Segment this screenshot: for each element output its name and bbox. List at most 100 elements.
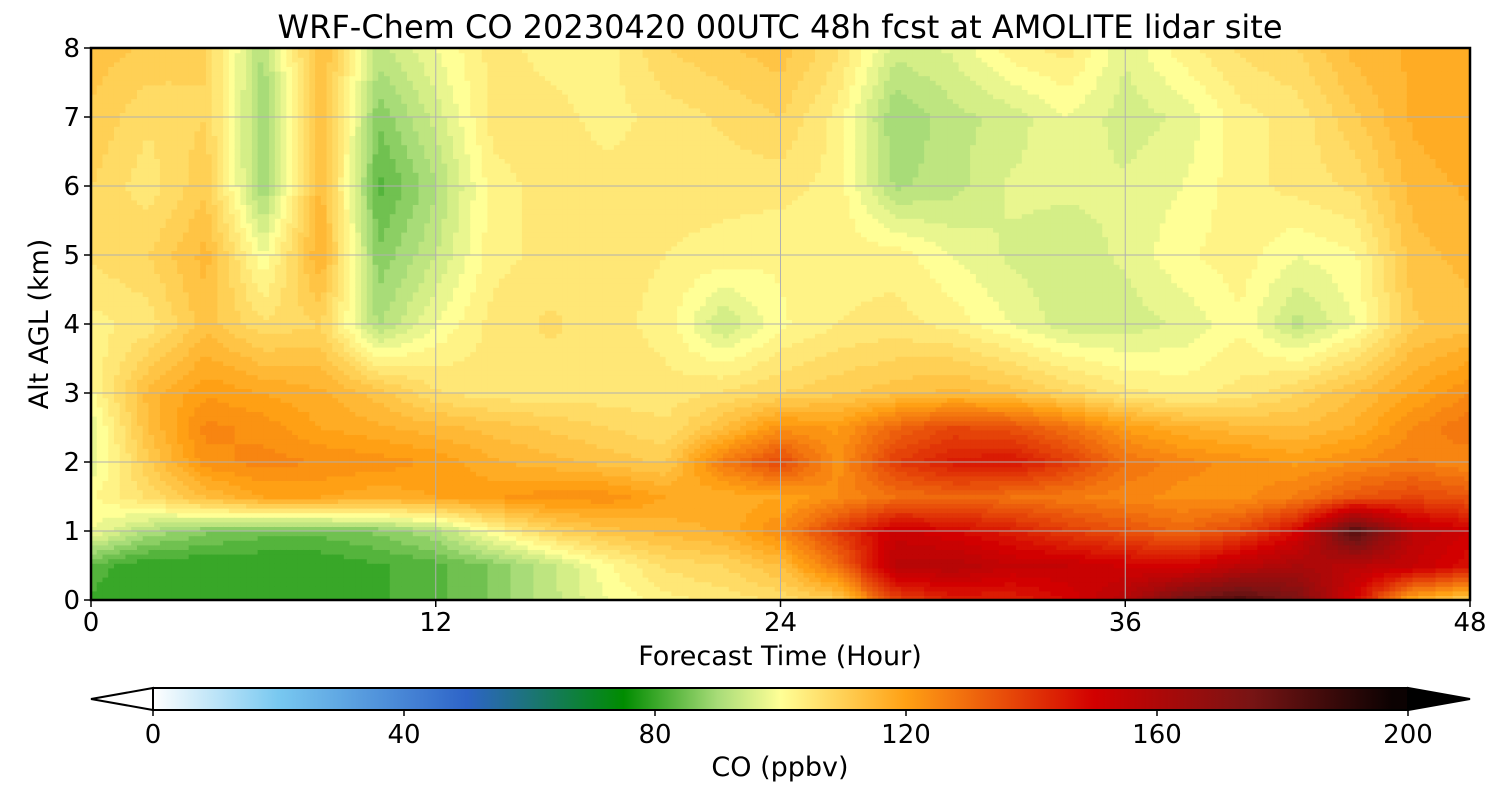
heatmap-cell: [114, 66, 120, 71]
heatmap-cell: [131, 209, 137, 214]
heatmap-cell: [143, 94, 149, 99]
heatmap-cell: [258, 264, 264, 269]
heatmap-cell: [171, 402, 177, 407]
heatmap-cell: [125, 177, 131, 182]
heatmap-cell: [286, 195, 292, 200]
heatmap-cell: [275, 108, 281, 113]
heatmap-cell: [292, 439, 298, 444]
heatmap-cell: [258, 352, 264, 357]
heatmap-cell: [143, 85, 149, 90]
heatmap-cell: [258, 269, 264, 274]
heatmap-cell: [171, 549, 177, 554]
heatmap-cell: [304, 572, 310, 577]
heatmap-cell: [166, 545, 172, 550]
heatmap-cell: [286, 89, 292, 94]
heatmap-cell: [143, 329, 149, 334]
heatmap-cell: [194, 66, 200, 71]
heatmap-cell: [304, 490, 310, 495]
heatmap-cell: [154, 292, 160, 297]
heatmap-cell: [183, 471, 189, 476]
heatmap-cell: [275, 246, 281, 251]
heatmap-cell: [263, 586, 269, 591]
heatmap-cell: [154, 508, 160, 513]
heatmap-cell: [97, 223, 103, 228]
heatmap-cell: [304, 324, 310, 329]
heatmap-cell: [148, 434, 154, 439]
heatmap-cell: [212, 214, 218, 219]
heatmap-cell: [166, 103, 172, 108]
heatmap-cell: [315, 352, 321, 357]
heatmap-cell: [315, 301, 321, 306]
heatmap-cell: [235, 246, 241, 251]
heatmap-cell: [102, 434, 108, 439]
heatmap-cell: [160, 163, 166, 168]
heatmap-cell: [217, 342, 223, 347]
heatmap-cell: [304, 140, 310, 145]
heatmap-cell: [229, 471, 235, 476]
heatmap-cell: [143, 430, 149, 435]
heatmap-cell: [269, 379, 275, 384]
heatmap-cell: [315, 536, 321, 541]
heatmap-cell: [97, 80, 103, 85]
heatmap-cell: [246, 324, 252, 329]
heatmap-cell: [298, 582, 304, 587]
heatmap-cell: [315, 246, 321, 251]
heatmap-cell: [229, 338, 235, 343]
heatmap-cell: [189, 301, 195, 306]
heatmap-cell: [229, 517, 235, 522]
heatmap-cell: [137, 62, 143, 67]
heatmap-cell: [97, 99, 103, 104]
heatmap-cell: [143, 269, 149, 274]
heatmap-cell: [177, 503, 183, 508]
heatmap-cell: [304, 476, 310, 481]
heatmap-cell: [131, 158, 137, 163]
heatmap-cell: [154, 264, 160, 269]
heatmap-cell: [154, 158, 160, 163]
heatmap-cell: [166, 480, 172, 485]
heatmap-cell: [286, 577, 292, 582]
heatmap-cell: [120, 407, 126, 412]
heatmap-cell: [189, 80, 195, 85]
heatmap-cell: [125, 158, 131, 163]
heatmap-cell: [252, 508, 258, 513]
heatmap-cell: [171, 342, 177, 347]
heatmap-cell: [102, 517, 108, 522]
heatmap-cell: [97, 536, 103, 541]
heatmap-cell: [160, 485, 166, 490]
heatmap-cell: [286, 586, 292, 591]
heatmap-cell: [206, 237, 212, 242]
heatmap-cell: [200, 315, 206, 320]
heatmap-cell: [298, 283, 304, 288]
heatmap-cell: [131, 540, 137, 545]
heatmap-cell: [166, 260, 172, 265]
heatmap-cell: [148, 255, 154, 260]
heatmap-cell: [229, 379, 235, 384]
heatmap-cell: [240, 204, 246, 209]
heatmap-cell: [143, 246, 149, 251]
heatmap-cell: [137, 264, 143, 269]
heatmap-cell: [246, 407, 252, 412]
heatmap-cell: [240, 292, 246, 297]
heatmap-cell: [143, 223, 149, 228]
heatmap-cell: [281, 108, 287, 113]
heatmap-cell: [258, 402, 264, 407]
heatmap-cell: [97, 347, 103, 352]
heatmap-cell: [137, 471, 143, 476]
heatmap-cell: [286, 503, 292, 508]
heatmap-cell: [120, 264, 126, 269]
heatmap-cell: [125, 218, 131, 223]
heatmap-cell: [240, 66, 246, 71]
heatmap-cell: [189, 577, 195, 582]
heatmap-cell: [166, 572, 172, 577]
heatmap-cell: [309, 324, 315, 329]
heatmap-cell: [240, 462, 246, 467]
heatmap-cell: [286, 591, 292, 596]
heatmap-cell: [143, 204, 149, 209]
heatmap-cell: [206, 246, 212, 251]
heatmap-cell: [286, 117, 292, 122]
heatmap-cell: [327, 549, 333, 554]
heatmap-cell: [102, 209, 108, 214]
heatmap-cell: [304, 503, 310, 508]
heatmap-cell: [217, 563, 223, 568]
heatmap-cell: [108, 71, 114, 76]
